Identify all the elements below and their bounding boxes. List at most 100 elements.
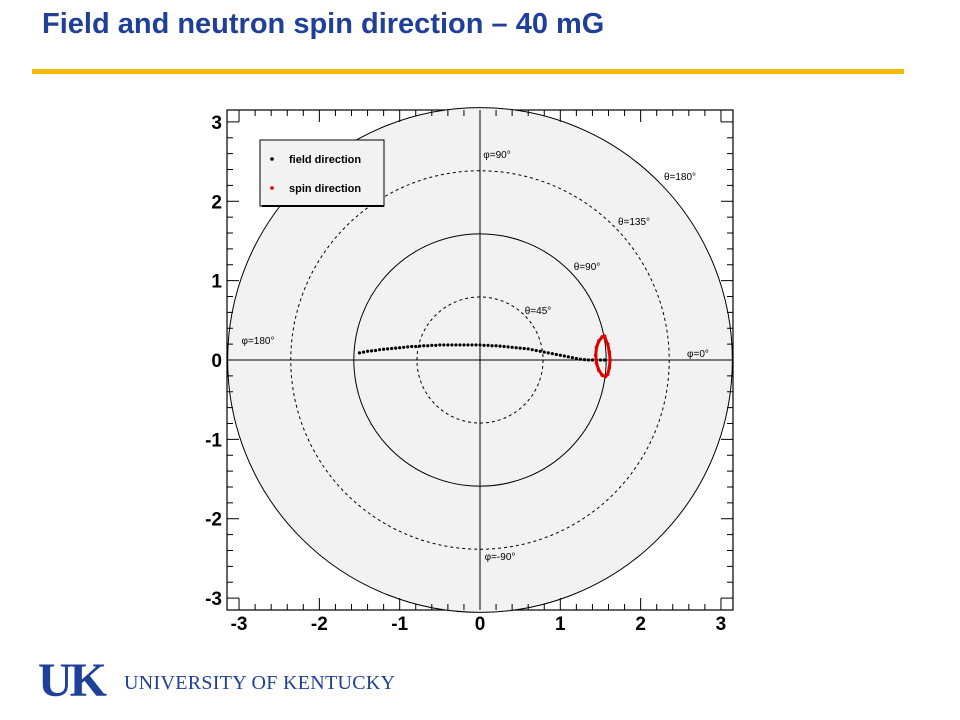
phi-label: φ=90° (483, 150, 510, 161)
field-point (386, 347, 390, 351)
field-point (365, 349, 370, 353)
spin-point (605, 372, 610, 377)
spin-point (608, 358, 612, 362)
field-point (558, 353, 562, 357)
field-point (406, 345, 410, 349)
spin-point (600, 373, 604, 377)
field-point (382, 347, 386, 351)
legend: field direction spin direction (259, 139, 385, 207)
y-tick-label: 2 (211, 192, 222, 213)
field-point (578, 357, 582, 361)
field-point (438, 343, 442, 347)
university-logo: UK UNIVERSITY OF KENTUCKY (38, 654, 438, 707)
phi-label: φ=180° (241, 336, 274, 347)
field-point (586, 358, 591, 362)
axis-ticks (227, 110, 733, 610)
center-axes (227, 110, 733, 610)
legend-marker (270, 186, 274, 190)
field-point (538, 349, 542, 353)
field-point (482, 343, 486, 347)
field-point (410, 344, 414, 349)
field-point (518, 346, 522, 350)
spin-point (597, 339, 601, 343)
y-tick-label: -2 (205, 510, 222, 531)
field-point (514, 346, 518, 350)
field-point (534, 348, 538, 353)
field-point (498, 344, 502, 348)
field-point (566, 355, 570, 359)
field-point (466, 343, 470, 347)
field-point (378, 348, 382, 352)
phi-label: φ=0° (687, 349, 709, 360)
field-point (486, 343, 490, 347)
field-point (462, 343, 466, 347)
field-point (582, 358, 587, 362)
field-point (390, 346, 394, 351)
theta-label: θ=90° (574, 262, 601, 273)
title-divider (32, 69, 904, 74)
field-point (394, 346, 398, 350)
field-point (369, 349, 374, 353)
spin-point (602, 334, 607, 338)
field-point (426, 344, 430, 348)
field-point (502, 344, 506, 349)
x-tick-label: -3 (231, 614, 248, 635)
x-tick-label: -2 (311, 614, 328, 635)
axis-tick-labels: -3 -2 -1 0 1 2 3 -3 -2 -1 0 1 2 3 (205, 113, 726, 635)
field-point (602, 358, 607, 362)
x-tick-label: 1 (555, 614, 566, 635)
field-point (434, 343, 438, 347)
field-point (357, 351, 362, 355)
field-point (361, 350, 366, 354)
field-point (570, 356, 574, 360)
field-point (442, 343, 446, 347)
field-point (402, 345, 406, 349)
field-point (506, 345, 510, 349)
field-point (598, 358, 603, 362)
x-tick-label: 2 (635, 614, 646, 635)
field-point (574, 356, 578, 361)
spin-point (594, 345, 599, 350)
spin-direction-series (593, 334, 612, 379)
spin-point (597, 368, 601, 373)
field-point (494, 344, 498, 348)
university-name: UNIVERSITY OF KENTUCKY (124, 672, 396, 694)
field-point (414, 344, 418, 349)
field-point (478, 343, 482, 347)
uk-logo-mark: UK (38, 654, 107, 707)
phi-label: φ=-90° (485, 552, 516, 563)
theta-labels: θ=45° θ=90° θ=135° θ=180° (525, 172, 696, 317)
field-point (510, 345, 514, 349)
theta-label: θ=180° (664, 172, 696, 183)
field-point (562, 354, 566, 358)
spin-point (603, 374, 608, 379)
field-point (470, 343, 474, 347)
y-tick-label: 3 (211, 113, 222, 134)
field-point (542, 350, 546, 354)
field-point (418, 344, 422, 348)
field-point (550, 352, 554, 356)
theta-label: θ=45° (525, 306, 552, 317)
spin-point (607, 366, 612, 370)
phi-labels: φ=0° φ=90° φ=180° φ=-90° (241, 150, 708, 563)
x-tick-label: 3 (716, 614, 727, 635)
x-tick-label: 0 (475, 614, 486, 635)
field-point (458, 343, 462, 347)
field-point (526, 347, 530, 351)
legend-box (259, 139, 385, 207)
x-tick-label: -1 (391, 614, 408, 635)
field-point (446, 343, 450, 347)
legend-label: field direction (289, 154, 361, 166)
field-point (530, 348, 534, 352)
field-point (454, 343, 458, 347)
field-point (398, 346, 402, 350)
slide-title: Field and neutron spin direction – 40 mG (42, 8, 605, 40)
spin-point (607, 350, 612, 354)
legend-label: spin direction (289, 183, 361, 195)
y-tick-label: -1 (205, 430, 222, 451)
field-point (373, 348, 378, 353)
spin-point (594, 361, 599, 365)
field-point (522, 346, 526, 351)
spin-point (605, 342, 610, 346)
